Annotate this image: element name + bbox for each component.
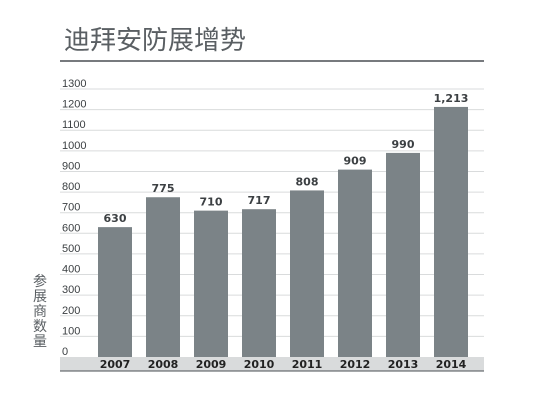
y-tick-label: 500 xyxy=(62,243,80,255)
data-label: 808 xyxy=(296,175,319,188)
y-tick-label: 600 xyxy=(62,222,80,234)
bar-2014 xyxy=(434,106,468,357)
data-label: 710 xyxy=(200,196,223,209)
y-tick-label: 700 xyxy=(62,202,80,214)
bar-2011 xyxy=(290,190,324,357)
x-tick-label: 2010 xyxy=(244,358,275,371)
y-tick-label: 1100 xyxy=(62,119,86,131)
bar-2007 xyxy=(98,227,132,357)
y-tick-label: 1000 xyxy=(62,140,86,152)
x-axis-ticks: 2007 2008 2009 2010 2011 2012 2013 2014 xyxy=(100,358,467,371)
x-tick-label: 2011 xyxy=(292,358,323,371)
y-tick-label: 0 xyxy=(62,346,68,358)
bar-2013 xyxy=(386,152,420,357)
y-tick-label: 100 xyxy=(62,325,80,337)
bar-2012 xyxy=(338,169,372,357)
y-axis-label-char: 展 xyxy=(33,289,47,305)
y-tick-label: 1200 xyxy=(62,99,86,111)
y-axis-label-char: 量 xyxy=(33,334,47,350)
y-axis-ticks: 0 100 200 300 400 500 600 700 800 900 1000 1100 1200… xyxy=(62,78,86,358)
data-labels: 630 775 710 717 808 909 990 1,213 xyxy=(104,92,469,225)
y-tick-label: 1300 xyxy=(62,78,86,90)
y-tick-label: 800 xyxy=(62,181,80,193)
bar-2009 xyxy=(194,210,228,357)
data-label: 909 xyxy=(344,155,367,168)
y-axis-label-char: 商 xyxy=(33,304,47,320)
x-tick-label: 2008 xyxy=(148,358,179,371)
data-label: 1,213 xyxy=(434,92,469,105)
bar-2008 xyxy=(146,197,180,357)
x-tick-label: 2013 xyxy=(388,358,419,371)
y-axis-label-char: 数 xyxy=(33,319,47,335)
x-tick-label: 2012 xyxy=(340,358,371,371)
y-tick-label: 400 xyxy=(62,264,80,276)
x-tick-label: 2007 xyxy=(100,358,131,371)
y-axis-label-char: 参 xyxy=(33,273,47,290)
x-tick-label: 2009 xyxy=(196,358,227,371)
y-tick-label: 900 xyxy=(62,160,80,172)
bar-2010 xyxy=(242,209,276,357)
x-tick-label: 2014 xyxy=(436,358,467,371)
y-tick-label: 200 xyxy=(62,305,80,317)
data-label: 775 xyxy=(152,182,175,195)
chart-title: 迪拜安防展增势 xyxy=(64,26,246,56)
x-axis-band xyxy=(60,357,484,371)
data-label: 990 xyxy=(392,138,415,151)
data-label: 630 xyxy=(104,212,127,225)
data-label: 717 xyxy=(248,194,271,207)
y-tick-label: 300 xyxy=(62,284,80,296)
bars xyxy=(98,106,468,357)
